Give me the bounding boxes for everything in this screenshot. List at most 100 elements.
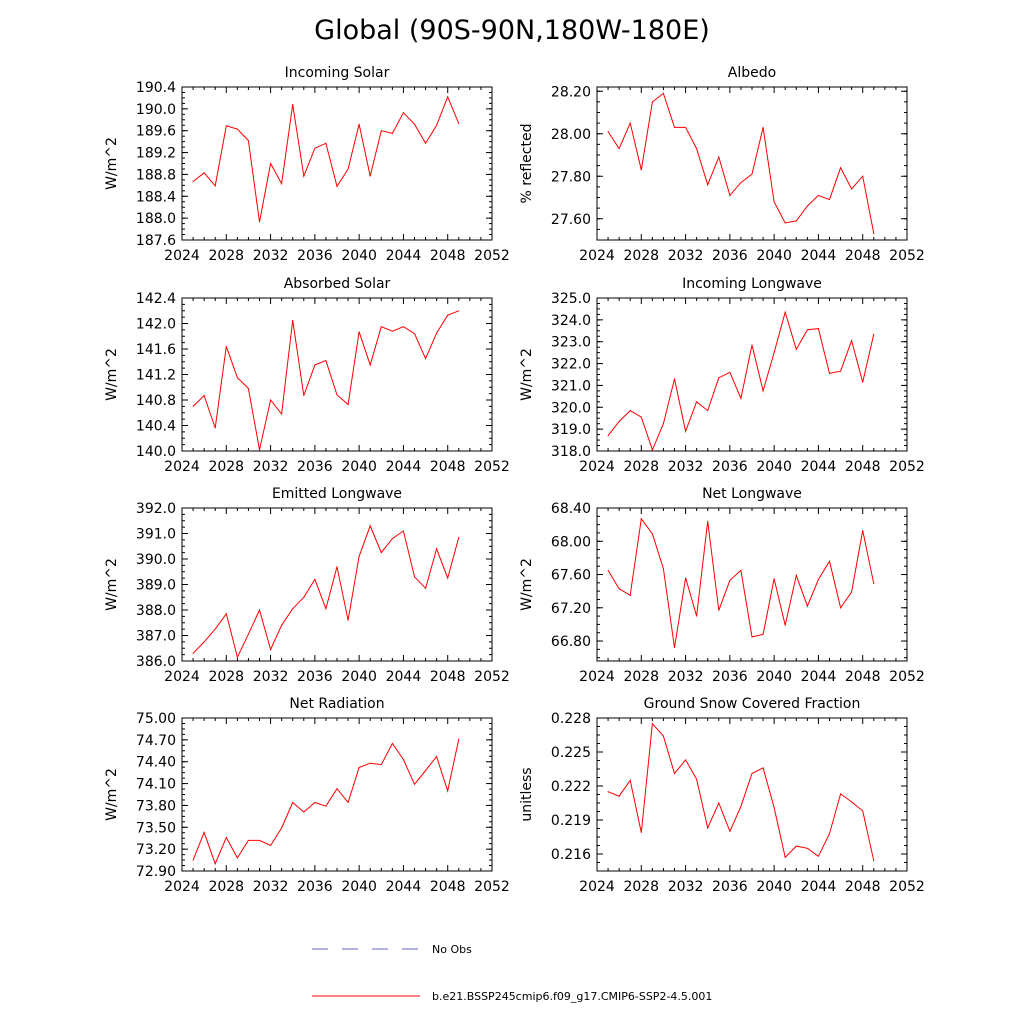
x-tick-label: 2024 <box>579 879 615 895</box>
x-tick-label: 2052 <box>889 248 925 264</box>
data-point <box>436 124 438 126</box>
data-point <box>773 201 775 203</box>
y-tick-label: 188.8 <box>136 167 176 183</box>
data-point <box>447 96 449 98</box>
y-tick-label: 188.4 <box>136 189 176 205</box>
series-line <box>192 310 459 450</box>
data-point <box>696 778 698 780</box>
data-point <box>369 762 371 764</box>
x-tick-label: 2048 <box>430 879 466 895</box>
data-point <box>325 805 327 807</box>
y-tick-label: 0.219 <box>551 813 591 829</box>
data-point <box>840 370 842 372</box>
y-tick-label: 140.8 <box>136 393 176 409</box>
data-point <box>618 588 620 590</box>
data-point <box>281 413 283 415</box>
data-point <box>347 168 349 170</box>
data-point <box>817 328 819 330</box>
x-tick-label: 2036 <box>712 879 748 895</box>
series-line <box>192 524 460 659</box>
y-tick-label: 67.20 <box>551 601 591 617</box>
panel-net-radiation: Net Radiation 2024 2028 2032 2036 2040 2044 204… <box>104 696 510 895</box>
x-tick-label: 2024 <box>579 669 615 685</box>
y-tick-label: 318.0 <box>551 444 591 460</box>
data-point <box>259 839 260 841</box>
y-tick-label: 390.0 <box>136 552 176 568</box>
data-point <box>425 769 427 771</box>
data-point <box>192 859 194 861</box>
data-point <box>270 649 272 651</box>
x-tick-label: 2048 <box>845 669 881 685</box>
data-point <box>718 377 720 379</box>
data-point <box>203 395 205 397</box>
data-point <box>203 831 205 833</box>
data-point <box>203 641 205 643</box>
data-point <box>214 628 216 630</box>
data-point <box>203 172 205 174</box>
data-point <box>640 518 642 520</box>
data-point <box>303 596 305 598</box>
x-tick-label: 2036 <box>297 459 333 475</box>
data-point <box>458 738 460 740</box>
y-tick-label: 28.20 <box>551 84 591 100</box>
y-tick-label: 0.222 <box>551 779 591 795</box>
data-point <box>380 552 382 554</box>
data-point <box>762 767 764 769</box>
legend: No Obs b.e21.BSSP245cmip6.f09_g17.CMIP6-S… <box>312 943 712 1003</box>
data-point <box>651 723 653 725</box>
data-point <box>729 371 731 373</box>
data-point <box>651 533 653 535</box>
data-point <box>685 577 687 579</box>
data-point <box>685 759 687 761</box>
y-tick-label: 322.0 <box>551 357 591 373</box>
data-point <box>718 609 720 611</box>
y-tick-label: 74.70 <box>136 733 176 749</box>
data-point <box>751 636 753 638</box>
data-point <box>795 348 797 350</box>
data-point <box>829 372 830 374</box>
data-point <box>347 403 349 405</box>
data-point <box>740 569 742 571</box>
data-point <box>436 332 438 334</box>
data-point <box>674 773 675 775</box>
y-tick-label: 28.00 <box>551 127 591 143</box>
data-point <box>292 608 294 610</box>
x-tick-label: 2040 <box>756 459 792 475</box>
data-point <box>829 199 830 201</box>
x-tick-label: 2052 <box>474 248 510 264</box>
x-tick-label: 2048 <box>430 248 466 264</box>
y-axis-label: % reflected <box>519 124 535 204</box>
data-point <box>618 420 620 422</box>
data-point <box>707 827 709 829</box>
data-point <box>314 147 316 149</box>
data-point <box>618 148 620 150</box>
data-point <box>729 194 731 196</box>
data-point <box>607 435 609 437</box>
data-point <box>840 793 842 795</box>
y-tick-label: 325.0 <box>551 291 591 307</box>
data-point <box>303 395 305 397</box>
data-point <box>225 836 227 838</box>
data-point <box>873 583 875 585</box>
data-point <box>391 132 393 134</box>
data-point <box>436 756 438 758</box>
y-tick-label: 324.0 <box>551 313 591 329</box>
data-point <box>840 607 842 609</box>
data-point <box>281 183 283 185</box>
data-point <box>629 410 631 412</box>
x-tick-label: 2024 <box>164 248 200 264</box>
data-point <box>425 142 427 144</box>
x-tick-label: 2036 <box>297 669 333 685</box>
x-tick-label: 2044 <box>386 459 422 475</box>
y-tick-label: 388.0 <box>136 603 176 619</box>
x-tick-label: 2040 <box>341 459 377 475</box>
y-tick-label: 323.0 <box>551 335 591 351</box>
y-tick-label: 142.4 <box>136 291 176 307</box>
data-point <box>380 326 382 328</box>
data-point <box>458 123 460 125</box>
data-point <box>707 184 709 186</box>
y-axis-label: W/m^2 <box>104 137 120 190</box>
data-point <box>336 185 338 187</box>
data-point <box>281 624 283 626</box>
data-point <box>817 194 819 196</box>
